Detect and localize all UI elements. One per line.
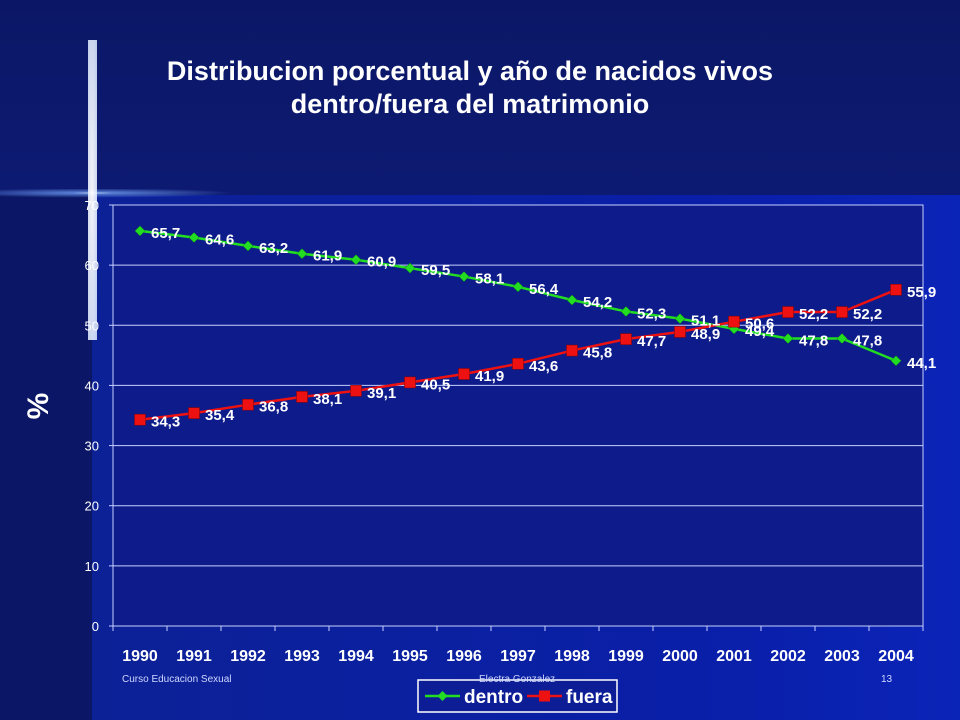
dentro-data-label: 52,3 xyxy=(637,305,666,322)
fuera-point xyxy=(836,306,848,318)
dentro-data-label: 44,1 xyxy=(907,355,936,372)
plot-area xyxy=(112,204,924,627)
dentro-point xyxy=(836,333,848,344)
dentro-data-label: 61,9 xyxy=(313,248,342,265)
fuera-data-label: 45,8 xyxy=(583,345,612,362)
x-tick-label: 2003 xyxy=(824,648,860,665)
x-tick-label: 1995 xyxy=(392,648,428,665)
dentro-point xyxy=(242,240,254,252)
y-tick-label: 0 xyxy=(92,619,99,634)
dentro-point xyxy=(674,313,686,325)
fuera-data-label: 50,6 xyxy=(745,316,774,333)
fuera-data-label: 36,8 xyxy=(259,399,288,416)
dentro-data-label: 54,2 xyxy=(583,294,612,311)
legend-dentro-marker xyxy=(437,691,448,701)
fuera-point xyxy=(188,407,200,419)
legend-dentro-label: dentro xyxy=(464,687,523,708)
slide-left-band xyxy=(0,195,92,720)
fuera-point xyxy=(512,358,524,370)
dentro-point xyxy=(458,271,470,282)
fuera-data-label: 41,9 xyxy=(475,368,504,385)
fuera-point xyxy=(890,284,902,296)
dentro-data-label: 51,1 xyxy=(691,313,720,330)
dentro-data-label: 49,4 xyxy=(745,323,775,340)
x-tick-label: 2004 xyxy=(878,648,914,665)
dentro-data-label: 47,8 xyxy=(853,333,882,350)
legend-fuera-label: fuera xyxy=(566,687,613,708)
legend-fuera-marker xyxy=(539,690,550,702)
fuera-data-label: 43,6 xyxy=(529,358,558,375)
fuera-data-label: 39,1 xyxy=(367,385,396,402)
light-flare-vertical xyxy=(88,40,97,340)
dentro-point xyxy=(512,281,524,293)
fuera-data-label: 52,2 xyxy=(799,306,828,323)
slide-title: Distribucion porcentual y año de nacidos… xyxy=(0,55,940,121)
fuera-point xyxy=(134,413,146,426)
fuera-point xyxy=(350,385,362,397)
dentro-data-label: 65,7 xyxy=(151,225,180,242)
fuera-data-label: 55,9 xyxy=(907,284,936,301)
x-tick-label: 1990 xyxy=(122,648,158,665)
x-tick-label: 1993 xyxy=(284,648,320,665)
x-tick-label: 1997 xyxy=(500,648,536,665)
x-tick-label: 1992 xyxy=(230,648,266,665)
y-tick-label: 70 xyxy=(85,198,99,213)
slide-header-band xyxy=(0,0,960,195)
dentro-data-label: 60,9 xyxy=(367,254,396,271)
fuera-point xyxy=(242,398,254,411)
dentro-point xyxy=(134,225,146,237)
fuera-point xyxy=(458,368,470,380)
footer-author: Electra Gonzalez xyxy=(479,674,556,685)
x-tick-label: 1999 xyxy=(608,648,644,665)
y-tick-label: 40 xyxy=(85,378,99,393)
light-flare-horizontal xyxy=(0,189,240,198)
dentro-data-label: 58,1 xyxy=(475,271,504,288)
x-tick-label: 2002 xyxy=(770,648,806,665)
slide-title-line1: Distribucion porcentual y año de nacidos… xyxy=(166,56,774,86)
y-axis-label: % xyxy=(22,393,55,420)
dentro-data-label: 47,8 xyxy=(799,333,828,350)
y-tick-label: 30 xyxy=(85,439,99,454)
fuera-point xyxy=(782,306,794,318)
fuera-data-label: 38,1 xyxy=(313,391,342,408)
x-tick-label: 1998 xyxy=(554,648,590,665)
y-tick-label: 50 xyxy=(85,318,99,333)
dentro-point xyxy=(782,333,794,344)
dentro-point xyxy=(350,254,362,266)
x-tick-label: 2000 xyxy=(662,648,698,665)
fuera-data-label: 48,9 xyxy=(691,326,720,343)
fuera-point xyxy=(296,391,308,403)
x-tick-label: 1991 xyxy=(176,648,212,665)
dentro-data-label: 56,4 xyxy=(529,281,559,298)
footer-course: Curso Educacion Sexual xyxy=(122,674,232,685)
dentro-point xyxy=(620,306,632,317)
dentro-data-label: 64,6 xyxy=(205,231,234,248)
fuera-point xyxy=(566,344,578,357)
dentro-data-label: 63,2 xyxy=(259,240,288,257)
footer-page-number: 13 xyxy=(881,674,893,685)
fuera-point xyxy=(728,315,740,328)
dentro-point xyxy=(296,248,308,260)
fuera-point xyxy=(674,326,686,338)
x-tick-label: 1994 xyxy=(338,648,374,665)
dentro-point xyxy=(566,294,578,306)
y-tick-label: 10 xyxy=(85,559,99,574)
fuera-data-label: 34,3 xyxy=(151,414,180,431)
dentro-point xyxy=(890,355,902,367)
dentro-point xyxy=(404,262,416,274)
fuera-point xyxy=(620,333,632,345)
fuera-data-label: 40,5 xyxy=(421,376,450,393)
slide-title-line2: dentro/fuera del matrimonio xyxy=(290,89,650,119)
y-tick-label: 20 xyxy=(85,499,99,514)
dentro-point xyxy=(188,232,200,243)
fuera-data-label: 35,4 xyxy=(205,407,235,424)
dentro-data-label: 59,5 xyxy=(421,262,450,279)
y-tick-label: 60 xyxy=(85,258,99,273)
x-tick-label: 2001 xyxy=(716,648,752,665)
fuera-data-label: 47,7 xyxy=(637,333,666,350)
x-tick-label: 1996 xyxy=(446,648,482,665)
fuera-point xyxy=(404,376,416,389)
fuera-data-label: 52,2 xyxy=(853,306,882,323)
